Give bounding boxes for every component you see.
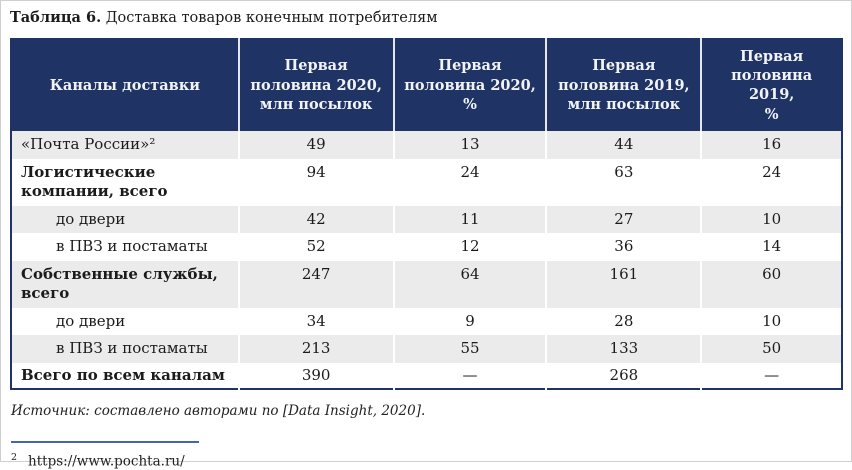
table-row: «Почта России»² 49 13 44 16 (11, 131, 842, 159)
column-header-2019-pct: Первая половина 2019, % (700, 38, 842, 132)
cell-value: 213 (237, 335, 394, 363)
cell-value: 10 (700, 307, 842, 336)
row-label: Всего по всем каналам (11, 362, 239, 390)
cell-value: 133 (545, 335, 702, 363)
cell-value: 161 (545, 260, 702, 308)
cell-value: 63 (545, 158, 702, 206)
source-note: Источник: составлено авторами по [Data I… (11, 403, 426, 420)
cell-value: 94 (237, 158, 394, 206)
cell-value: 42 (237, 205, 394, 234)
row-label: в ПВЗ и постаматы (11, 233, 239, 261)
cell-value: 28 (545, 307, 702, 336)
footnote-marker: 2 (11, 452, 18, 464)
cell-value: 16 (700, 131, 842, 159)
cell-value: 12 (392, 233, 547, 261)
cell-value: 9 (392, 307, 547, 336)
cell-value: 55 (392, 335, 547, 363)
cell-value: — (392, 362, 547, 390)
cell-value: 36 (545, 233, 702, 261)
table-caption: Доставка товаров конечным потребителям (101, 10, 438, 26)
cell-value: 24 (700, 158, 842, 206)
row-label: Собственные службы, всего (11, 260, 239, 308)
table-row: до двери 42 11 27 10 (11, 205, 842, 234)
table-row: Собственные службы, всего 247 64 161 60 (11, 260, 842, 308)
cell-value: — (700, 362, 842, 390)
column-header-2019-mln: Первая половина 2019, млн посылок (545, 38, 702, 132)
cell-value: 49 (237, 131, 394, 159)
table-row-total: Всего по всем каналам 390 — 268 — (11, 362, 842, 390)
cell-value: 11 (392, 205, 547, 234)
cell-value: 34 (237, 307, 394, 336)
cell-value: 60 (700, 260, 842, 308)
cell-value: 14 (700, 233, 842, 261)
delivery-table: Каналы доставки Первая половина 2020, мл… (10, 37, 843, 391)
footnote: 2 https://www.pochta.ru/ (11, 452, 842, 470)
cell-value: 13 (392, 131, 547, 159)
cell-value: 52 (237, 233, 394, 261)
cell-value: 268 (545, 362, 702, 390)
table-row: в ПВЗ и постаматы 52 12 36 14 (11, 233, 842, 261)
column-header-2020-mln: Первая половина 2020, млн посылок (237, 38, 394, 132)
cell-value: 44 (545, 131, 702, 159)
row-label: до двери (11, 205, 239, 234)
table-number: Таблица 6. (10, 9, 102, 26)
table-title: Таблица 6. Доставка товаров конечным пот… (10, 8, 842, 29)
row-label: до двери (11, 307, 239, 336)
column-header-2020-pct: Первая половина 2020, % (392, 38, 547, 132)
cell-value: 64 (392, 260, 547, 308)
table-row: до двери 34 9 28 10 (11, 307, 842, 336)
footnote-divider (11, 441, 199, 444)
row-label: «Почта России»² (11, 131, 239, 159)
row-label: в ПВЗ и постаматы (11, 335, 239, 363)
table-row: в ПВЗ и постаматы 213 55 133 50 (11, 335, 842, 363)
cell-value: 50 (700, 335, 842, 363)
cell-value: 10 (700, 205, 842, 234)
row-label: Логистические компании, всего (11, 158, 239, 206)
column-header-channels: Каналы доставки (11, 38, 239, 132)
cell-value: 24 (392, 158, 547, 206)
cell-value: 27 (545, 205, 702, 234)
header-row: Каналы доставки Первая половина 2020, мл… (11, 38, 842, 132)
cell-value: 247 (237, 260, 394, 308)
table-row: Логистические компании, всего 94 24 63 2… (11, 158, 842, 206)
cell-value: 390 (237, 362, 394, 390)
